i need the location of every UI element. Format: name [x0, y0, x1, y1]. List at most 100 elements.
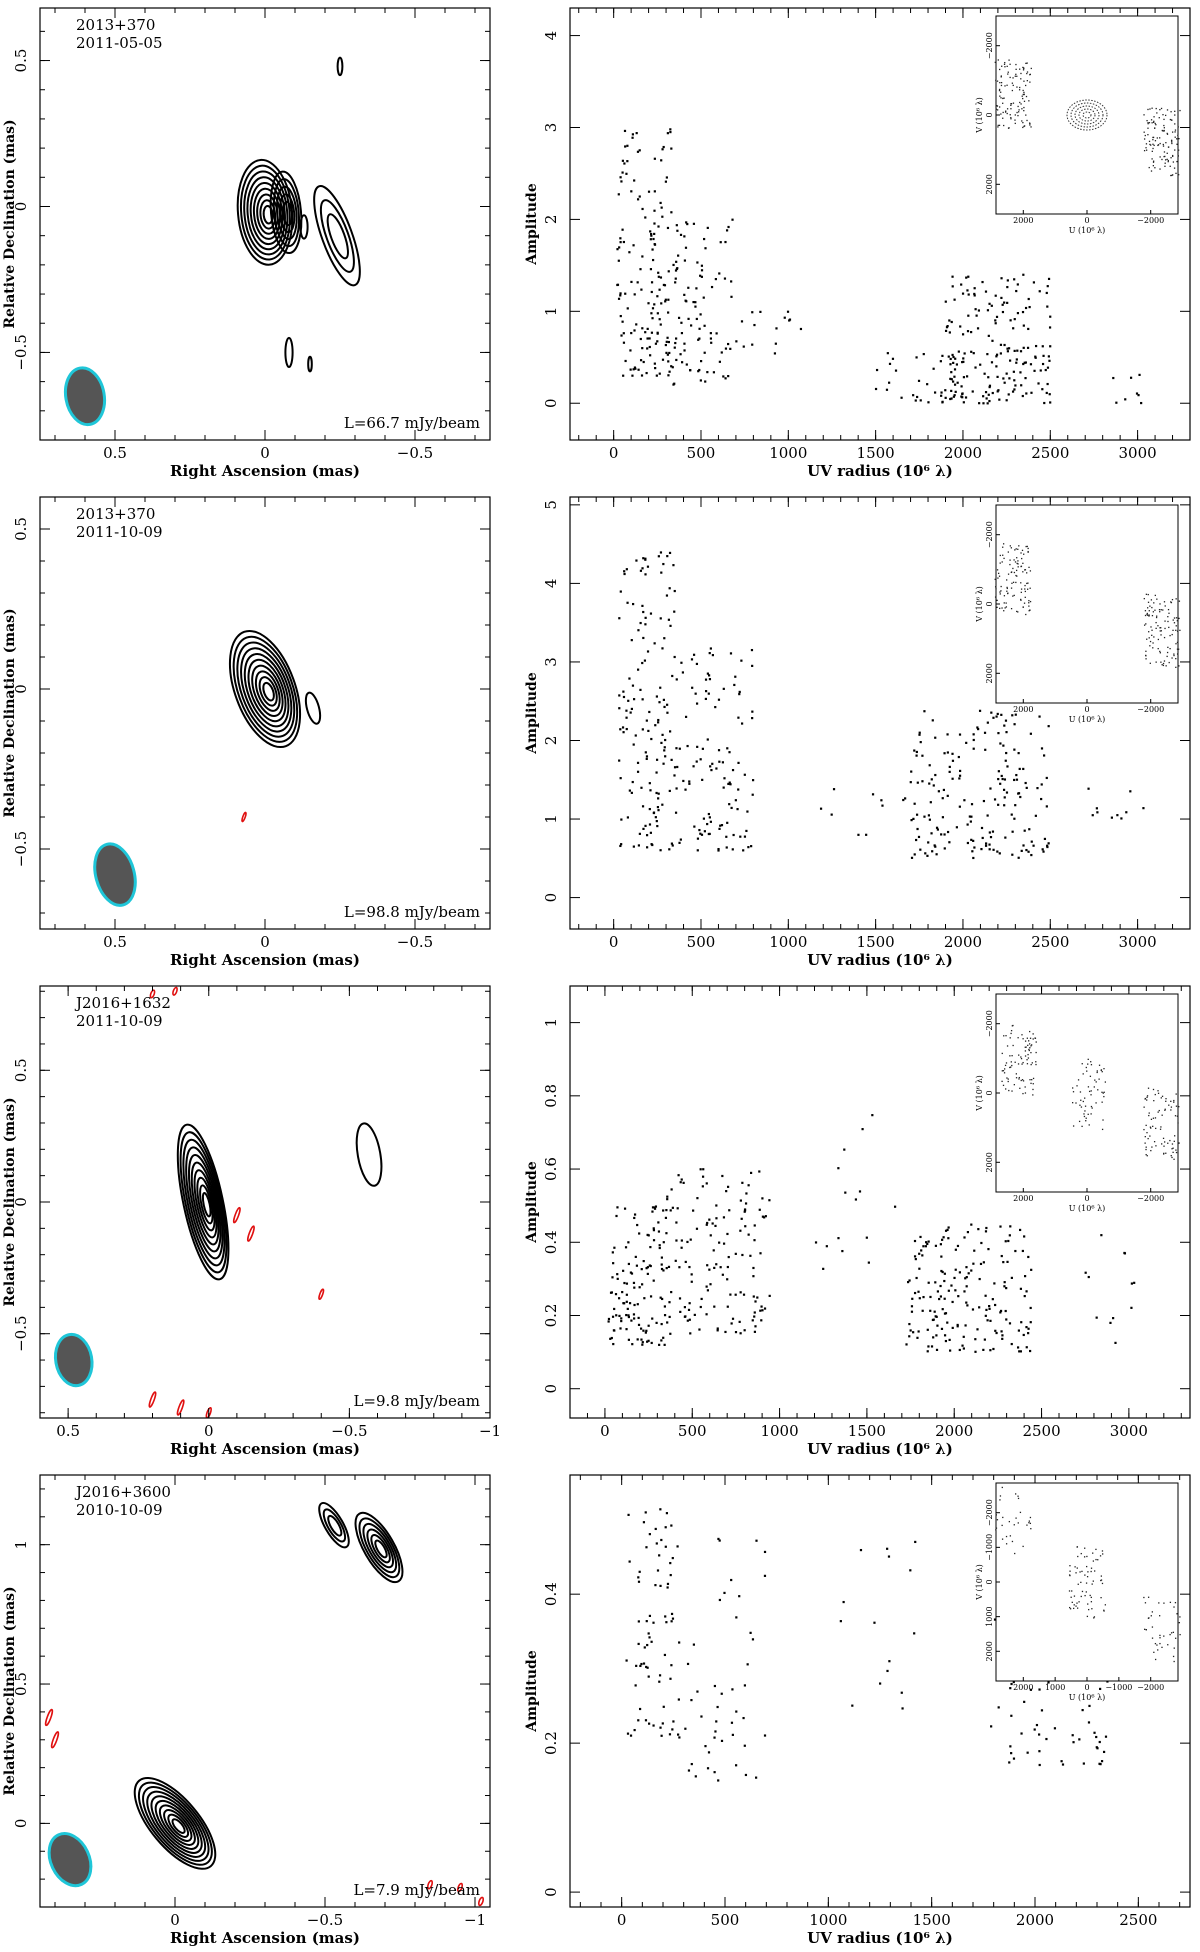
uv-point — [934, 1315, 937, 1318]
uv-point — [972, 352, 975, 355]
uv-point — [675, 747, 678, 750]
uv-point — [994, 1329, 997, 1332]
inset-point — [1002, 97, 1004, 100]
inset-point — [1012, 595, 1014, 597]
inset-point — [1151, 1637, 1154, 1639]
uv-point — [655, 791, 658, 795]
uv-point — [966, 330, 970, 333]
uv-point — [958, 1271, 961, 1274]
uv-point — [655, 374, 658, 377]
contour-level — [185, 1146, 224, 1260]
uv-point — [935, 853, 938, 856]
uv-point — [951, 353, 954, 357]
uv-point — [620, 180, 623, 183]
uv-point — [727, 225, 730, 229]
inset-point — [1145, 623, 1147, 625]
y-axis-label: Amplitude — [524, 1650, 540, 1733]
inset-point — [1024, 584, 1026, 587]
uv-point — [928, 818, 931, 821]
uv-point — [888, 362, 892, 365]
uv-point — [648, 1533, 651, 1536]
inset-point — [1165, 1152, 1167, 1154]
uv-point — [660, 1734, 663, 1737]
uv-point — [627, 699, 630, 702]
uv-point — [788, 319, 791, 322]
inset-point — [1006, 579, 1008, 581]
uv-point — [657, 275, 660, 278]
uv-point — [725, 835, 728, 838]
uv-point — [663, 1343, 666, 1346]
uv-point — [730, 1721, 734, 1724]
uv-point — [977, 1228, 980, 1231]
uv-point — [692, 222, 696, 225]
uv-point — [970, 1223, 973, 1226]
inset-point — [1022, 126, 1024, 129]
inset-point — [1028, 100, 1030, 102]
uv-point — [735, 1616, 738, 1619]
uv-point — [626, 160, 629, 163]
inset-point — [1176, 653, 1179, 655]
inset-point — [1158, 1109, 1160, 1112]
uv-point — [1015, 358, 1018, 361]
uv-point — [1022, 324, 1025, 327]
uv-point — [1021, 394, 1024, 398]
inset-point — [1017, 1037, 1019, 1039]
inset-point — [1167, 146, 1170, 148]
inset-point — [1002, 1516, 1004, 1519]
uv-point — [646, 846, 649, 849]
inset-point — [1175, 617, 1178, 619]
y-tick-label: 1 — [12, 1540, 30, 1550]
inset-point — [1163, 1153, 1165, 1155]
inset-point — [1002, 546, 1004, 548]
uv-point — [1008, 1761, 1011, 1764]
inset-point — [1005, 1535, 1008, 1538]
uv-point — [665, 1512, 669, 1515]
uv-point — [630, 639, 633, 642]
inset-point — [1003, 63, 1006, 65]
uv-point — [651, 248, 654, 251]
inset-point — [1153, 1100, 1155, 1102]
uv-point — [986, 1319, 989, 1322]
x-axis-label: Right Ascension (mas) — [170, 951, 360, 969]
contour-level — [358, 1517, 401, 1579]
inset-point — [1028, 122, 1031, 124]
x-tick-label: 0 — [170, 1911, 180, 1929]
contour-level — [313, 185, 361, 287]
inset-point — [1002, 1070, 1005, 1072]
x-tick-label: 2000 — [944, 444, 982, 462]
uv-point — [729, 347, 732, 350]
inset-point — [1015, 63, 1017, 66]
inset-point — [1151, 629, 1153, 631]
uv-point — [1087, 1721, 1091, 1724]
uv-point — [974, 1350, 977, 1353]
uv-point — [954, 357, 957, 360]
uv-point — [687, 317, 690, 320]
uv-point — [913, 853, 916, 856]
inset-point — [999, 95, 1001, 97]
inset-point — [1029, 74, 1031, 76]
uv-point — [998, 852, 1001, 855]
inset-point — [1081, 1570, 1083, 1573]
uv-point — [666, 703, 669, 706]
uv-point — [714, 1730, 717, 1733]
uv-point — [643, 659, 647, 662]
y-tick-label: 0.5 — [12, 49, 30, 73]
uv-point — [914, 1540, 917, 1544]
negative-contour-3 — [426, 1879, 434, 1890]
uv-point — [900, 396, 903, 399]
uv-point — [1016, 1346, 1020, 1349]
uv-point — [619, 292, 622, 295]
uv-point — [651, 317, 654, 320]
inset-point — [996, 1519, 999, 1521]
uv-point — [987, 376, 990, 379]
uv-point — [891, 357, 895, 360]
uv-point — [1042, 754, 1046, 757]
uv-point — [649, 238, 652, 241]
x-tick-label: 3000 — [1110, 1422, 1148, 1440]
inset-y-tick-label: 2000 — [985, 174, 994, 194]
uv-point — [946, 1228, 949, 1231]
inset-point — [1175, 172, 1177, 174]
uv-point — [914, 1258, 917, 1261]
uv-point — [638, 195, 641, 198]
